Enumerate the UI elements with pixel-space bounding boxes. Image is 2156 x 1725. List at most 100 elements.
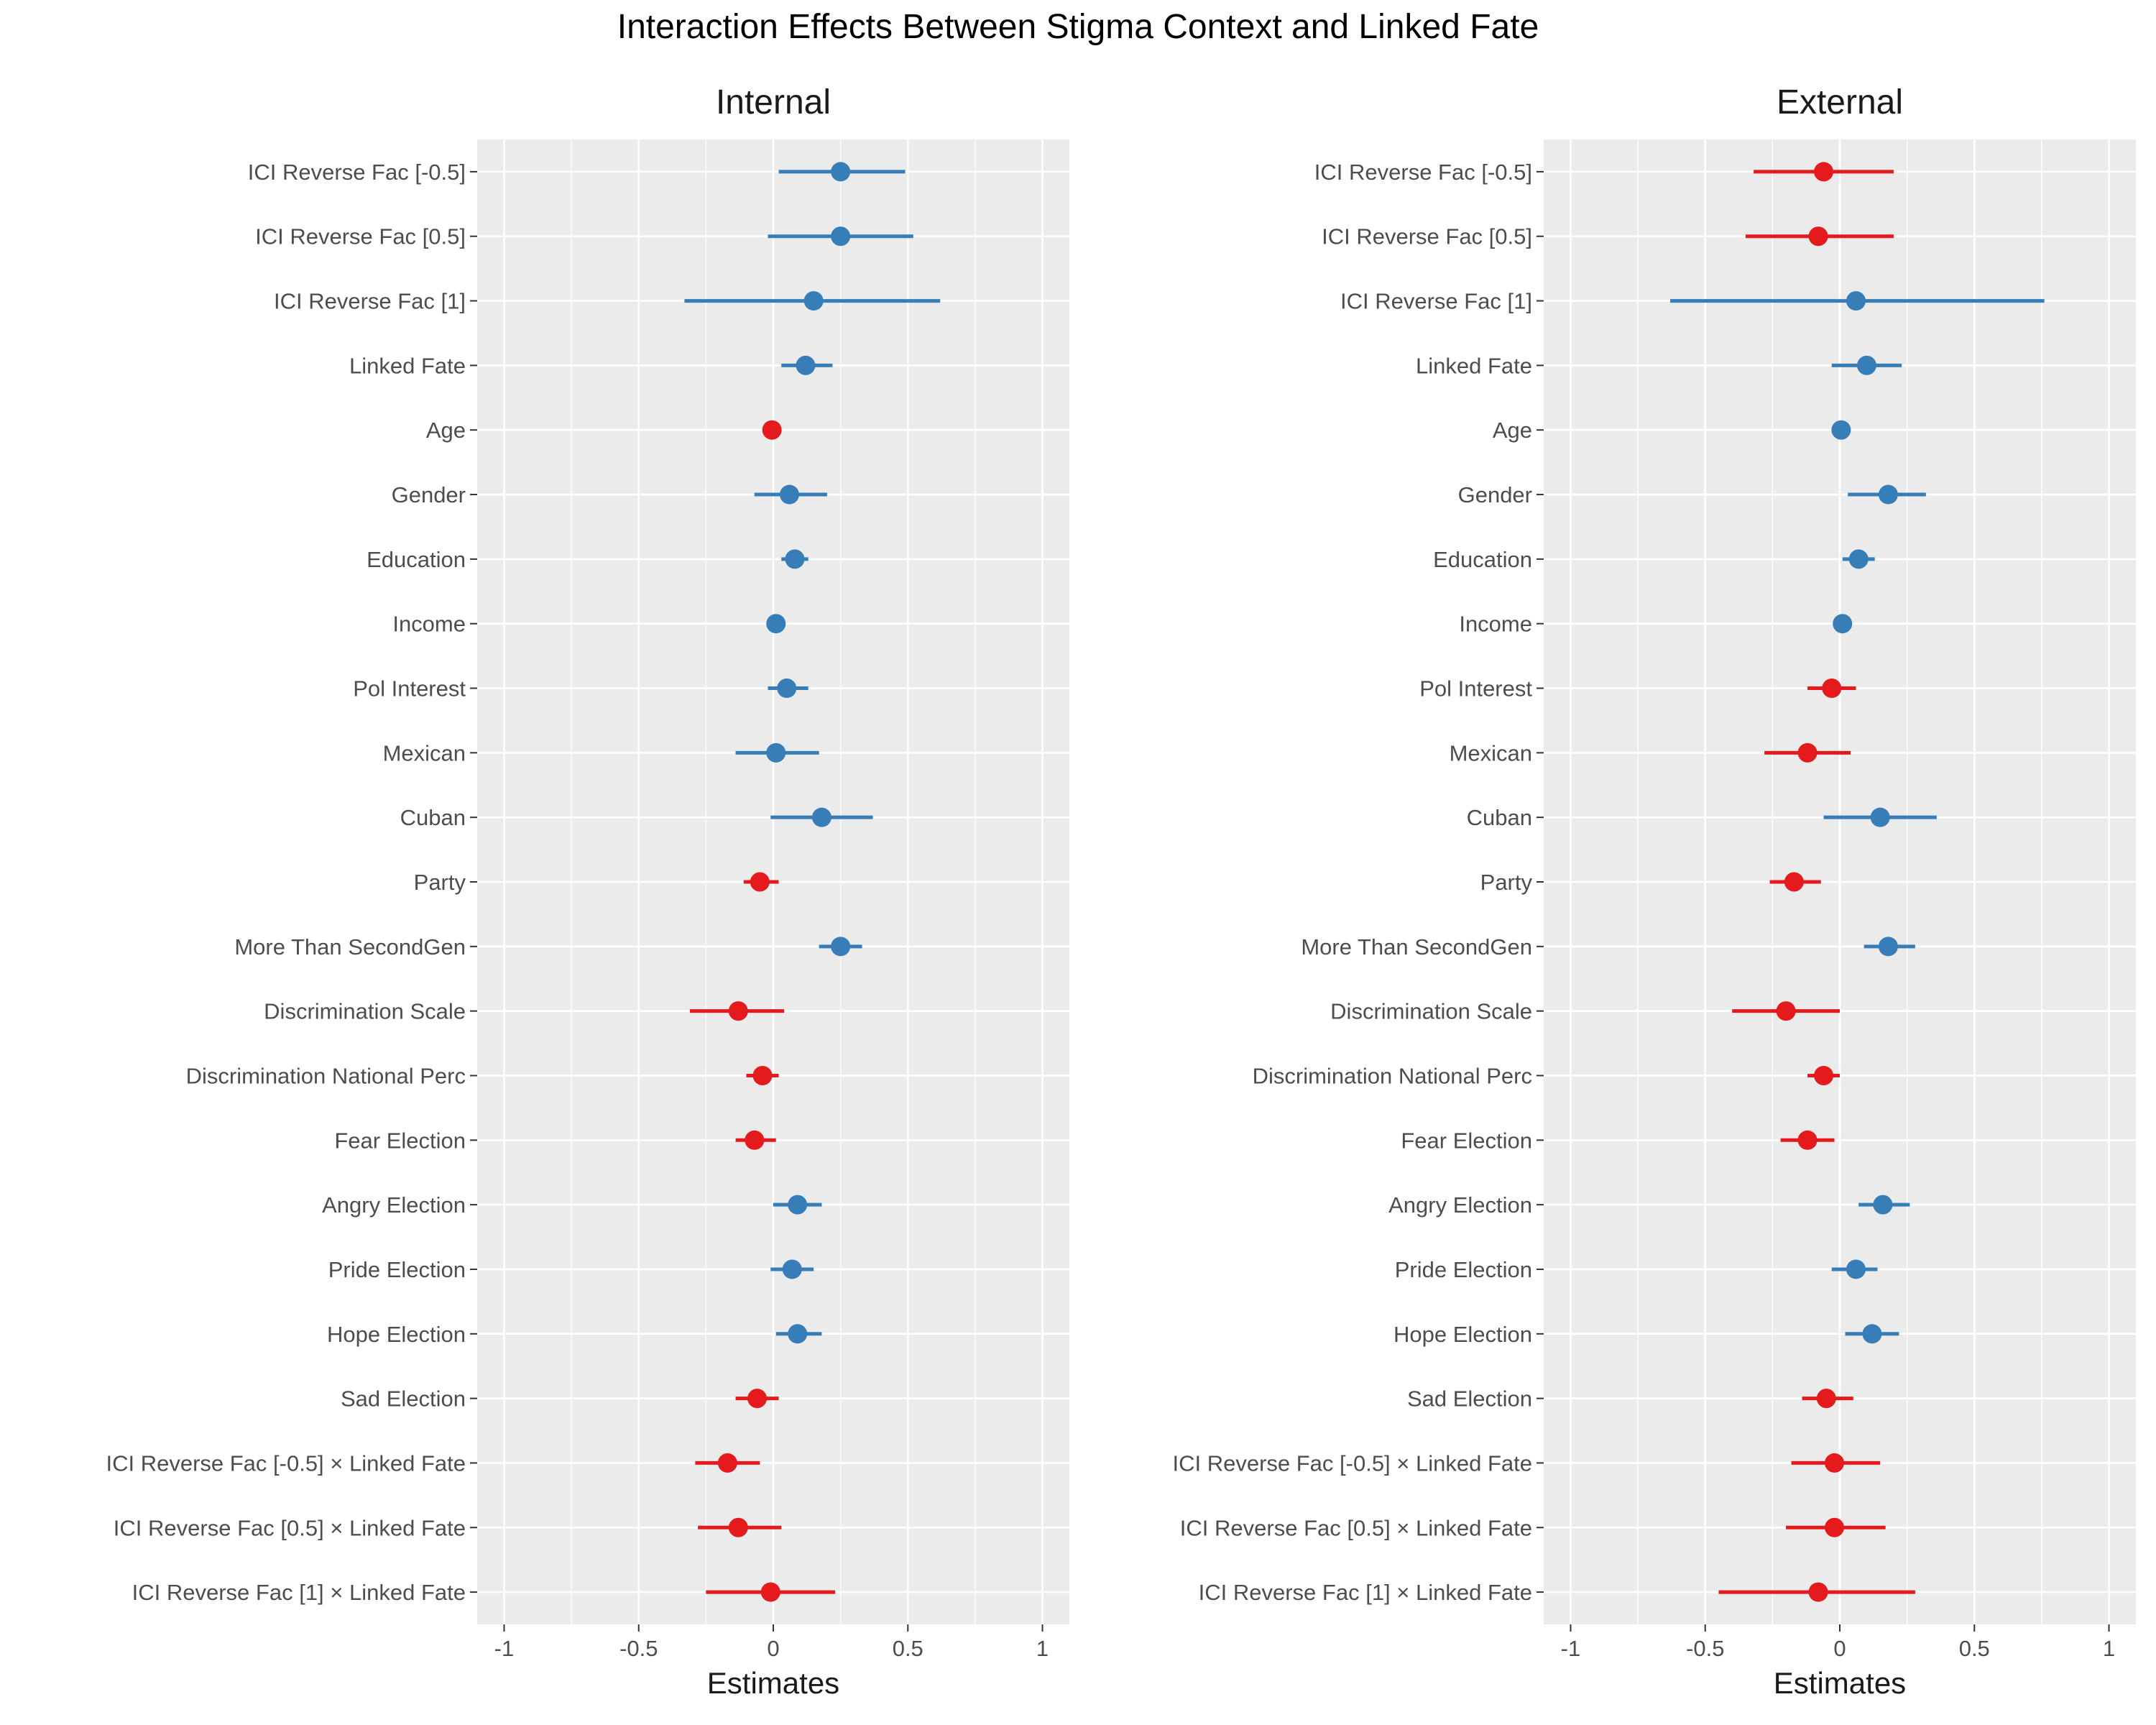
estimate-point-income (1833, 614, 1853, 634)
x-tick-label: 0 (767, 1636, 779, 1661)
estimate-point-fear-election (745, 1130, 765, 1150)
estimate-point-ici-reverse-fac-0-5-x-linked-fate (717, 1453, 737, 1473)
estimate-point-income (766, 614, 786, 634)
estimate-point-ici-reverse-fac-1-x-linked-fate (760, 1582, 780, 1602)
y-tick-label: Education (1433, 547, 1532, 572)
estimate-point-ici-reverse-fac-1-x-linked-fate (1808, 1582, 1828, 1602)
y-tick-label: Pride Election (328, 1257, 466, 1282)
y-tick-label: ICI Reverse Fac [1] × Linked Fate (132, 1580, 466, 1605)
y-tick-label: More Than SecondGen (1301, 934, 1532, 960)
x-tick-label: 0.5 (893, 1636, 923, 1661)
y-tick-label: Mexican (1450, 740, 1532, 765)
y-tick-label: Fear Election (334, 1128, 466, 1153)
estimate-point-discrimination-scale (1776, 1001, 1796, 1021)
y-tick-label: ICI Reverse Fac [0.5] (255, 224, 466, 249)
y-tick-label: Pride Election (1395, 1257, 1532, 1282)
y-tick-label: ICI Reverse Fac [1] (1340, 289, 1532, 314)
y-tick-label: Gender (392, 482, 466, 507)
y-tick-label: ICI Reverse Fac [-0.5] (1314, 160, 1532, 185)
y-tick-label: ICI Reverse Fac [0.5] (1322, 224, 1532, 249)
estimate-point-ici-reverse-fac-0-5 (831, 226, 851, 247)
estimate-point-education (1848, 549, 1869, 569)
y-tick-label: Cuban (1467, 805, 1532, 830)
estimate-point-linked-fate (1856, 355, 1876, 375)
y-tick-label: More Than SecondGen (234, 934, 466, 960)
estimate-point-sad-election (1816, 1389, 1836, 1409)
estimate-point-ici-reverse-fac-0-5-x-linked-fate (1825, 1453, 1845, 1473)
estimate-point-fear-election (1797, 1130, 1818, 1150)
panel-title: Internal (716, 83, 831, 121)
y-tick-label: Income (1459, 612, 1532, 637)
estimate-point-pol-interest (777, 678, 797, 699)
estimate-point-mexican (1797, 742, 1818, 763)
y-tick-label: Education (367, 547, 466, 572)
y-tick-label: Pol Interest (353, 676, 466, 702)
x-tick-label: -0.5 (1686, 1636, 1724, 1661)
y-tick-label: Hope Election (327, 1322, 466, 1347)
y-tick-label: ICI Reverse Fac [-0.5] × Linked Fate (106, 1450, 466, 1476)
estimate-point-pol-interest (1822, 678, 1842, 699)
y-tick-label: ICI Reverse Fac [1] × Linked Fate (1199, 1580, 1532, 1605)
estimate-point-gender (1878, 484, 1898, 505)
y-tick-label: Discrimination Scale (264, 999, 466, 1024)
y-tick-label: Hope Election (1393, 1322, 1532, 1347)
estimate-point-hope-election (788, 1324, 808, 1344)
estimate-point-angry-election (788, 1195, 808, 1215)
estimate-point-angry-election (1873, 1195, 1893, 1215)
estimate-point-linked-fate (796, 355, 816, 375)
y-tick-label: Income (392, 612, 466, 637)
estimate-point-more-than-secondgen (831, 937, 851, 957)
y-tick-label: Angry Election (1388, 1192, 1532, 1218)
y-tick-label: Party (1480, 870, 1533, 895)
estimate-point-sad-election (747, 1389, 768, 1409)
estimate-point-pride-election (782, 1259, 802, 1279)
y-tick-label: ICI Reverse Fac [-0.5] × Linked Fate (1172, 1450, 1532, 1476)
x-tick-label: -0.5 (619, 1636, 658, 1661)
estimate-point-age (1831, 420, 1851, 440)
x-tick-label: -1 (494, 1636, 515, 1661)
y-tick-label: Discrimination National Perc (1253, 1063, 1532, 1088)
y-tick-label: Discrimination Scale (1330, 999, 1532, 1024)
estimate-point-more-than-secondgen (1878, 937, 1898, 957)
estimate-point-party (1784, 872, 1804, 892)
estimate-point-ici-reverse-fac-0-5-x-linked-fate (728, 1517, 748, 1537)
y-tick-label: Cuban (400, 805, 466, 830)
estimate-point-ici-reverse-fac-1 (1846, 291, 1866, 311)
estimate-point-ici-reverse-fac-1 (803, 291, 824, 311)
panel-title: External (1777, 83, 1903, 121)
estimate-point-education (785, 549, 805, 569)
y-tick-label: Gender (1458, 482, 1532, 507)
estimate-point-pride-election (1846, 1259, 1866, 1279)
estimate-point-gender (779, 484, 799, 505)
y-tick-label: Pol Interest (1419, 676, 1532, 702)
x-axis-title: Estimates (707, 1666, 839, 1700)
x-axis-title: Estimates (1774, 1666, 1906, 1700)
y-tick-label: ICI Reverse Fac [0.5] × Linked Fate (1180, 1515, 1532, 1540)
figure-title: Interaction Effects Between Stigma Conte… (617, 8, 1539, 46)
y-tick-label: Mexican (383, 740, 466, 765)
estimate-point-party (750, 872, 770, 892)
y-tick-label: Discrimination National Perc (186, 1063, 466, 1088)
y-tick-label: Fear Election (1401, 1128, 1532, 1153)
estimate-point-discrimination-national-perc (1814, 1065, 1834, 1085)
estimate-point-ici-reverse-fac-0-5-x-linked-fate (1825, 1517, 1845, 1537)
y-tick-label: Sad Election (341, 1386, 466, 1412)
estimate-point-mexican (766, 742, 786, 763)
y-tick-label: ICI Reverse Fac [-0.5] (248, 160, 466, 185)
x-tick-label: 1 (2103, 1636, 2115, 1661)
estimate-point-ici-reverse-fac-0-5 (1808, 226, 1828, 247)
estimate-point-age (762, 420, 782, 440)
x-tick-label: 1 (1036, 1636, 1049, 1661)
y-tick-label: Linked Fate (1416, 353, 1532, 378)
y-tick-label: ICI Reverse Fac [1] (274, 289, 466, 314)
y-tick-label: Angry Election (322, 1192, 466, 1218)
estimate-point-cuban (811, 807, 831, 827)
y-tick-label: ICI Reverse Fac [0.5] × Linked Fate (114, 1515, 466, 1540)
y-tick-label: Age (1493, 418, 1532, 443)
estimate-point-discrimination-scale (728, 1001, 748, 1021)
y-tick-label: Party (414, 870, 466, 895)
estimate-point-ici-reverse-fac-0-5 (1814, 162, 1834, 182)
y-tick-label: Age (426, 418, 466, 443)
panel-internal: Internal ICI Reverse Fac [-0.5] ICI Revers… (106, 83, 1069, 1700)
